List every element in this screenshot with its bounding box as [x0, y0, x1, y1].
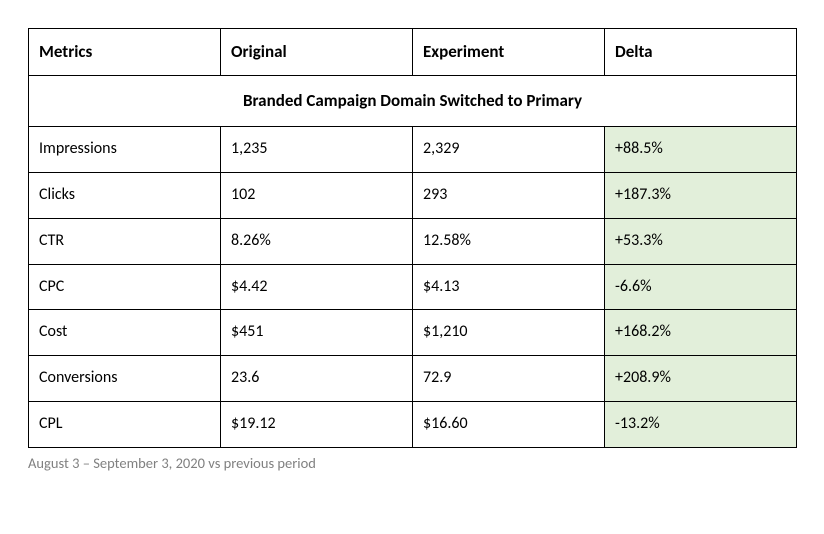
cell-experiment: 72.9 — [413, 356, 605, 402]
cell-delta: +88.5% — [605, 127, 797, 173]
cell-original: 23.6 — [221, 356, 413, 402]
table-row: Clicks 102 293 +187.3% — [29, 172, 797, 218]
cell-original: $4.42 — [221, 264, 413, 310]
cell-delta: +168.2% — [605, 310, 797, 356]
cell-experiment: 2,329 — [413, 127, 605, 173]
cell-metric: Impressions — [29, 127, 221, 173]
cell-original: 102 — [221, 172, 413, 218]
table-row: Cost $451 $1,210 +168.2% — [29, 310, 797, 356]
cell-delta: -13.2% — [605, 401, 797, 447]
metrics-table: Branded Campaign Domain Switched to Prim… — [28, 28, 797, 448]
col-header-metrics: Metrics — [29, 29, 221, 76]
cell-experiment: $4.13 — [413, 264, 605, 310]
table-caption: August 3 – September 3, 2020 vs previous… — [28, 454, 796, 472]
col-header-delta: Delta — [605, 29, 797, 76]
table-row: Impressions 1,235 2,329 +88.5% — [29, 127, 797, 173]
col-header-original: Original — [221, 29, 413, 76]
cell-metric: Clicks — [29, 172, 221, 218]
table-row: CTR 8.26% 12.58% +53.3% — [29, 218, 797, 264]
table-row: Conversions 23.6 72.9 +208.9% — [29, 356, 797, 402]
cell-original: 8.26% — [221, 218, 413, 264]
cell-original: $451 — [221, 310, 413, 356]
cell-metric: Cost — [29, 310, 221, 356]
table-row: CPL $19.12 $16.60 -13.2% — [29, 401, 797, 447]
cell-metric: Conversions — [29, 356, 221, 402]
cell-delta: +53.3% — [605, 218, 797, 264]
table-row: CPC $4.42 $4.13 -6.6% — [29, 264, 797, 310]
table-title-row: Branded Campaign Domain Switched to Prim… — [29, 76, 797, 127]
cell-delta: +208.9% — [605, 356, 797, 402]
cell-delta: -6.6% — [605, 264, 797, 310]
cell-experiment: 12.58% — [413, 218, 605, 264]
cell-original: $19.12 — [221, 401, 413, 447]
cell-metric: CTR — [29, 218, 221, 264]
cell-experiment: $1,210 — [413, 310, 605, 356]
table-header-row: Metrics Original Experiment Delta — [29, 29, 797, 76]
col-header-experiment: Experiment — [413, 29, 605, 76]
table-body: Impressions 1,235 2,329 +88.5% Clicks 10… — [29, 127, 797, 448]
cell-experiment: $16.60 — [413, 401, 605, 447]
cell-metric: CPL — [29, 401, 221, 447]
cell-original: 1,235 — [221, 127, 413, 173]
cell-experiment: 293 — [413, 172, 605, 218]
cell-delta: +187.3% — [605, 172, 797, 218]
cell-metric: CPC — [29, 264, 221, 310]
table-title: Branded Campaign Domain Switched to Prim… — [29, 76, 797, 127]
